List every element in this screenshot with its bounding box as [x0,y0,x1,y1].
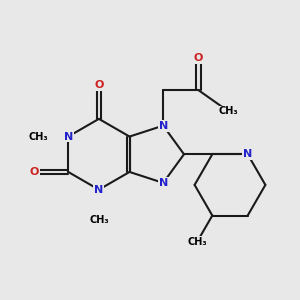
Text: CH₃: CH₃ [28,132,48,142]
Text: N: N [159,178,168,188]
Text: N: N [159,121,168,130]
Text: N: N [94,184,104,195]
Text: CH₃: CH₃ [188,237,207,247]
Text: N: N [243,149,252,159]
Text: O: O [94,80,104,90]
Text: N: N [64,132,73,142]
Text: O: O [30,167,39,177]
Text: CH₃: CH₃ [219,106,238,116]
Text: CH₃: CH₃ [89,215,109,225]
Text: O: O [194,53,203,63]
